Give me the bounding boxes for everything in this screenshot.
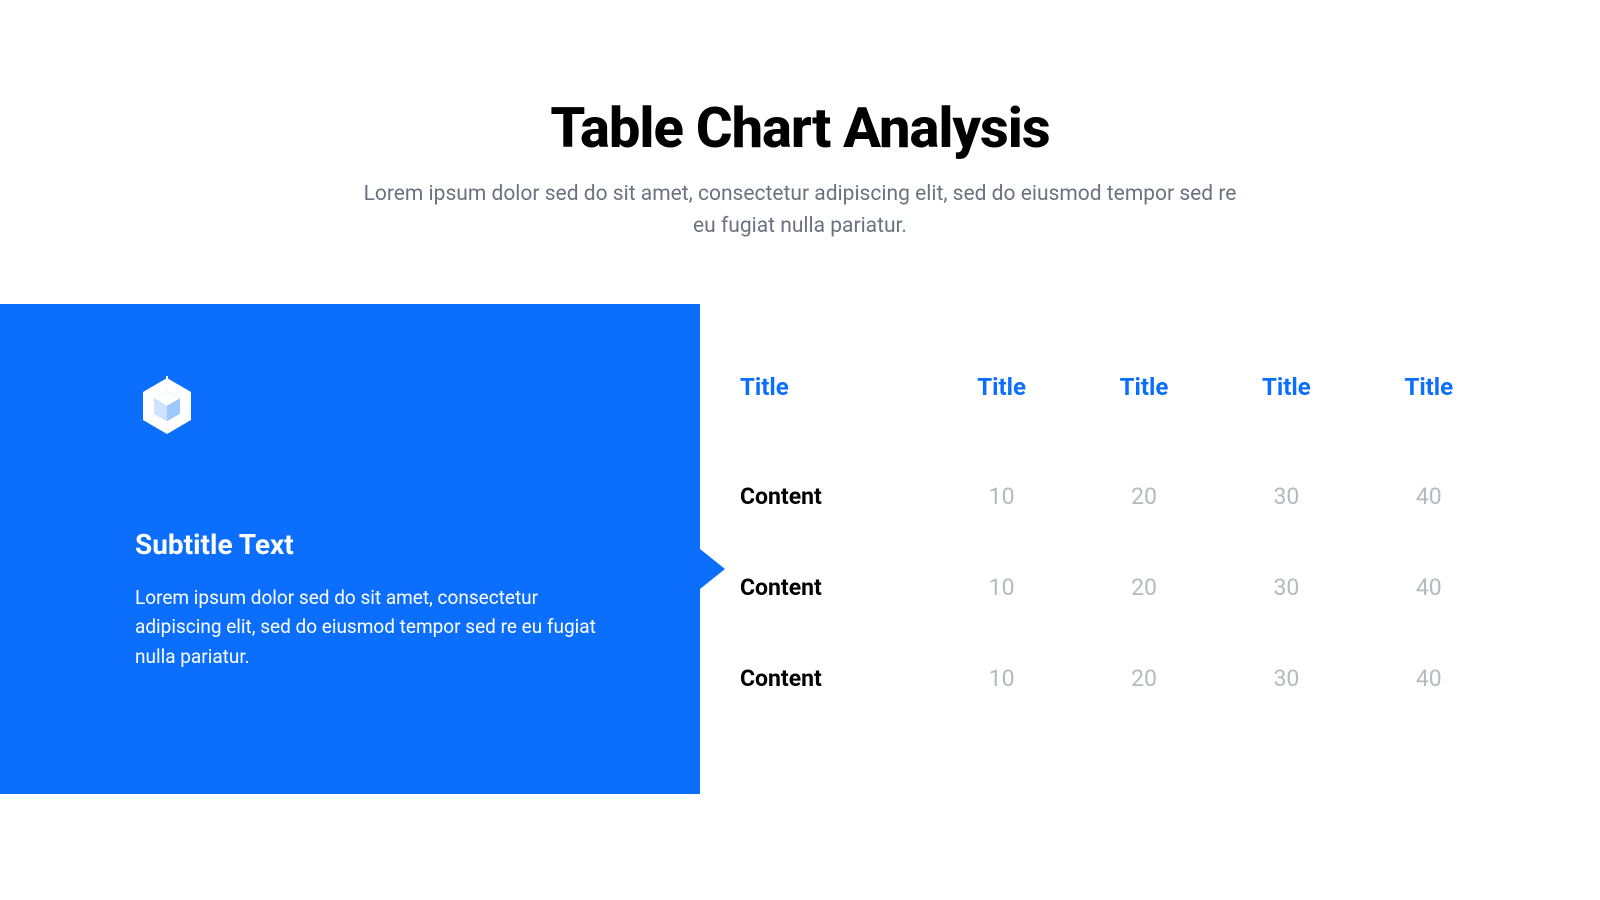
- table-header-cell: Title: [740, 359, 930, 451]
- page-subtitle: Lorem ipsum dolor sed do sit amet, conse…: [350, 179, 1250, 242]
- table-header-cell: Title: [930, 359, 1072, 451]
- table-header-cell: Title: [1358, 359, 1500, 451]
- data-table: Title Title Title Title Title Content 10…: [740, 359, 1500, 724]
- table-cell: 20: [1073, 633, 1215, 724]
- table-cell: 10: [930, 633, 1072, 724]
- table-area: Title Title Title Title Title Content 10…: [700, 304, 1600, 724]
- page-header: Table Chart Analysis Lorem ipsum dolor s…: [0, 0, 1600, 242]
- table-cell: 30: [1215, 451, 1357, 542]
- table-header-cell: Title: [1073, 359, 1215, 451]
- page-title: Table Chart Analysis: [0, 95, 1600, 161]
- info-card: Subtitle Text Lorem ipsum dolor sed do s…: [0, 304, 700, 794]
- table-cell: 30: [1215, 542, 1357, 633]
- row-label: Content: [740, 451, 930, 542]
- table-cell: 20: [1073, 542, 1215, 633]
- content-area: Subtitle Text Lorem ipsum dolor sed do s…: [0, 304, 1600, 794]
- row-label: Content: [740, 633, 930, 724]
- table-row: Content 10 20 30 40: [740, 633, 1500, 724]
- table-cell: 30: [1215, 633, 1357, 724]
- cube-hexagon-icon: [135, 374, 199, 438]
- card-subtitle: Subtitle Text: [135, 528, 630, 561]
- table-row: Content 10 20 30 40: [740, 542, 1500, 633]
- card-body-text: Lorem ipsum dolor sed do sit amet, conse…: [135, 583, 605, 671]
- table-row: Content 10 20 30 40: [740, 451, 1500, 542]
- table-cell: 40: [1358, 451, 1500, 542]
- table-header-row: Title Title Title Title Title: [740, 359, 1500, 451]
- table-cell: 10: [930, 542, 1072, 633]
- row-label: Content: [740, 542, 930, 633]
- table-cell: 40: [1358, 542, 1500, 633]
- table-cell: 10: [930, 451, 1072, 542]
- table-cell: 40: [1358, 633, 1500, 724]
- table-header-cell: Title: [1215, 359, 1357, 451]
- table-cell: 20: [1073, 451, 1215, 542]
